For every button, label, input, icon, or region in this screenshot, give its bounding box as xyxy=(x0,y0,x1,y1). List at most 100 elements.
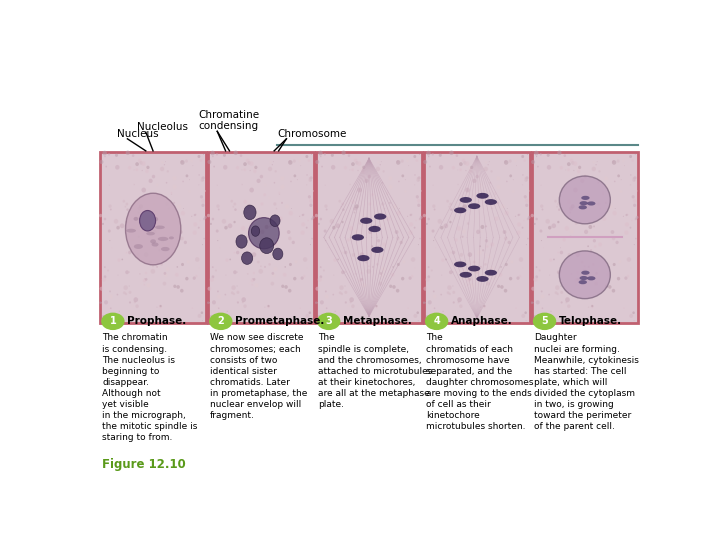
Ellipse shape xyxy=(459,197,472,203)
Ellipse shape xyxy=(408,276,412,280)
Ellipse shape xyxy=(602,318,606,322)
Ellipse shape xyxy=(407,215,408,217)
Ellipse shape xyxy=(438,219,442,224)
Ellipse shape xyxy=(134,184,135,185)
Ellipse shape xyxy=(315,287,319,291)
Ellipse shape xyxy=(441,258,444,262)
Ellipse shape xyxy=(475,175,479,178)
Ellipse shape xyxy=(325,240,326,241)
Ellipse shape xyxy=(459,168,462,171)
Ellipse shape xyxy=(273,248,283,260)
Ellipse shape xyxy=(158,237,168,241)
Ellipse shape xyxy=(184,241,187,244)
Ellipse shape xyxy=(355,273,356,275)
Ellipse shape xyxy=(397,211,401,215)
Ellipse shape xyxy=(175,273,179,276)
Ellipse shape xyxy=(253,167,256,170)
Ellipse shape xyxy=(588,230,589,231)
Ellipse shape xyxy=(634,180,635,181)
Ellipse shape xyxy=(546,153,550,157)
Ellipse shape xyxy=(128,247,130,248)
Ellipse shape xyxy=(587,201,595,206)
Ellipse shape xyxy=(567,168,570,171)
Ellipse shape xyxy=(195,257,199,262)
Ellipse shape xyxy=(537,166,539,167)
Ellipse shape xyxy=(341,202,344,206)
Ellipse shape xyxy=(590,305,594,308)
Text: Metaphase.: Metaphase. xyxy=(343,316,412,326)
Ellipse shape xyxy=(541,294,544,299)
Ellipse shape xyxy=(146,283,150,288)
Ellipse shape xyxy=(462,230,466,234)
Ellipse shape xyxy=(217,185,218,186)
Ellipse shape xyxy=(625,222,629,227)
Ellipse shape xyxy=(428,156,429,157)
Ellipse shape xyxy=(562,238,566,241)
Ellipse shape xyxy=(536,218,538,220)
Ellipse shape xyxy=(402,260,405,264)
Ellipse shape xyxy=(268,197,270,199)
Ellipse shape xyxy=(368,230,372,234)
Ellipse shape xyxy=(626,257,631,262)
Ellipse shape xyxy=(555,285,559,290)
Ellipse shape xyxy=(341,271,345,274)
Ellipse shape xyxy=(577,272,579,274)
Ellipse shape xyxy=(446,291,449,294)
Ellipse shape xyxy=(414,227,415,228)
Ellipse shape xyxy=(165,161,166,162)
Circle shape xyxy=(317,313,341,330)
Circle shape xyxy=(533,313,557,330)
Ellipse shape xyxy=(354,235,356,238)
Ellipse shape xyxy=(500,204,505,209)
Text: Chromosome: Chromosome xyxy=(277,129,347,139)
Ellipse shape xyxy=(246,235,248,238)
Ellipse shape xyxy=(600,208,601,210)
Ellipse shape xyxy=(379,272,382,275)
Ellipse shape xyxy=(139,204,143,208)
Ellipse shape xyxy=(431,230,434,233)
Ellipse shape xyxy=(104,218,107,220)
Ellipse shape xyxy=(557,252,559,253)
Ellipse shape xyxy=(379,282,382,286)
Ellipse shape xyxy=(133,170,135,171)
Ellipse shape xyxy=(632,178,636,182)
Ellipse shape xyxy=(539,306,541,308)
Ellipse shape xyxy=(164,164,165,165)
Ellipse shape xyxy=(563,305,565,307)
Ellipse shape xyxy=(311,219,312,220)
Ellipse shape xyxy=(612,160,615,163)
Ellipse shape xyxy=(433,291,435,293)
Ellipse shape xyxy=(524,312,527,314)
Ellipse shape xyxy=(456,226,462,231)
Ellipse shape xyxy=(345,301,347,303)
Ellipse shape xyxy=(451,251,455,254)
Ellipse shape xyxy=(303,275,305,278)
Ellipse shape xyxy=(541,291,543,293)
Ellipse shape xyxy=(593,225,595,227)
Ellipse shape xyxy=(550,226,552,227)
Ellipse shape xyxy=(409,222,413,227)
Ellipse shape xyxy=(480,225,485,229)
Ellipse shape xyxy=(210,151,215,156)
Ellipse shape xyxy=(635,238,636,239)
Ellipse shape xyxy=(225,258,229,262)
Ellipse shape xyxy=(528,190,530,192)
Ellipse shape xyxy=(157,225,161,229)
Ellipse shape xyxy=(634,244,635,245)
Ellipse shape xyxy=(597,161,598,162)
Ellipse shape xyxy=(531,160,535,164)
Ellipse shape xyxy=(525,204,528,207)
Ellipse shape xyxy=(598,242,602,247)
Ellipse shape xyxy=(571,161,575,165)
Ellipse shape xyxy=(516,230,521,235)
Ellipse shape xyxy=(386,318,390,322)
Ellipse shape xyxy=(99,160,104,164)
Ellipse shape xyxy=(374,305,378,308)
Ellipse shape xyxy=(423,301,426,304)
Ellipse shape xyxy=(302,214,304,216)
Ellipse shape xyxy=(185,277,189,280)
Ellipse shape xyxy=(392,204,397,209)
Ellipse shape xyxy=(604,185,608,189)
Ellipse shape xyxy=(341,252,343,253)
Ellipse shape xyxy=(264,245,265,247)
